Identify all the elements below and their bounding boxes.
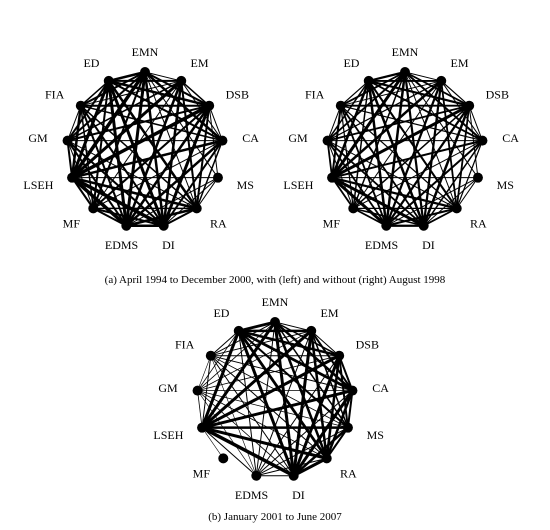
edges: [328, 72, 483, 226]
node: [327, 173, 337, 183]
node: [88, 203, 98, 213]
node-label: RA: [210, 216, 227, 230]
node: [436, 76, 446, 86]
node-label: EM: [451, 56, 469, 70]
network-graph-a-right: EMN EM DSB CA MS RA DI EDMS MF LSEH GM FIA ED: [283, 45, 519, 252]
node-label: RA: [340, 466, 357, 480]
node: [323, 136, 333, 146]
node-label: DSB: [356, 337, 379, 351]
node-label: LSEH: [153, 428, 183, 442]
node-label: EDMS: [235, 488, 268, 502]
node-label: GM: [158, 381, 178, 395]
node-label: MF: [63, 216, 81, 230]
node-label: ED: [213, 306, 229, 320]
node: [67, 173, 77, 183]
node-label: EMN: [132, 45, 159, 59]
node: [193, 386, 203, 396]
node: [204, 101, 214, 111]
node: [76, 101, 86, 111]
node: [452, 203, 462, 213]
node: [270, 317, 280, 327]
node-label: EM: [321, 306, 339, 320]
node: [121, 221, 131, 231]
node: [336, 101, 346, 111]
node: [347, 386, 357, 396]
figure-svg: EMNEMDSBCAMSRADIEDMSMFLSEHGMFIAED EMNEMD…: [0, 0, 550, 530]
node: [381, 221, 391, 231]
node-label: CA: [502, 131, 519, 145]
node: [477, 136, 487, 146]
node: [206, 351, 216, 361]
node-label: ED: [83, 56, 99, 70]
caption-b: (b) January 2001 to June 2007: [208, 511, 342, 523]
edges: [198, 322, 353, 476]
node-label: MF: [193, 466, 211, 480]
node: [322, 453, 332, 463]
node-label: DSB: [486, 87, 509, 101]
node: [217, 136, 227, 146]
node-label: DSB: [226, 87, 249, 101]
node-label: FIA: [45, 87, 65, 101]
node-label: CA: [372, 381, 389, 395]
node-label: MS: [367, 428, 384, 442]
node-label: DI: [422, 238, 435, 252]
node-label: DI: [292, 488, 305, 502]
node-label: EMN: [262, 295, 289, 309]
caption-a: (a) April 1994 to December 2000, with (l…: [105, 274, 446, 286]
node-label: MS: [237, 178, 254, 192]
node-label: EMN: [392, 45, 419, 59]
node: [234, 326, 244, 336]
node: [473, 173, 483, 183]
edges: [68, 72, 223, 226]
node: [63, 136, 73, 146]
node-label: GM: [28, 131, 48, 145]
node: [140, 67, 150, 77]
node: [104, 76, 114, 86]
node-label: GM: [288, 131, 308, 145]
node-label: MF: [323, 216, 341, 230]
node-label: DI: [162, 238, 175, 252]
node-label: LSEH: [23, 178, 53, 192]
node-label: FIA: [305, 87, 325, 101]
node: [218, 453, 228, 463]
node: [364, 76, 374, 86]
node: [306, 326, 316, 336]
node: [251, 471, 261, 481]
node: [197, 423, 207, 433]
node-label: EM: [191, 56, 209, 70]
node: [348, 203, 358, 213]
node: [464, 101, 474, 111]
node-label: CA: [242, 131, 259, 145]
node-label: EDMS: [105, 238, 138, 252]
node-label: ED: [343, 56, 359, 70]
node: [289, 471, 299, 481]
node: [159, 221, 169, 231]
node: [213, 173, 223, 183]
node-label: RA: [470, 216, 487, 230]
network-graph-a-left: EMN EM DSB CA MS RA DI EDMS MF LSEH GM FIA ED: [23, 45, 259, 252]
node: [400, 67, 410, 77]
network-graph-b: EMN EM DSB CA MS RA DI EDMS MF LSEH GM FIA ED: [153, 295, 389, 502]
node: [334, 351, 344, 361]
node-label: MS: [497, 178, 514, 192]
node: [419, 221, 429, 231]
node-label: EDMS: [365, 238, 398, 252]
node: [343, 423, 353, 433]
node: [192, 203, 202, 213]
node: [176, 76, 186, 86]
node-label: FIA: [175, 337, 195, 351]
node-label: LSEH: [283, 178, 313, 192]
